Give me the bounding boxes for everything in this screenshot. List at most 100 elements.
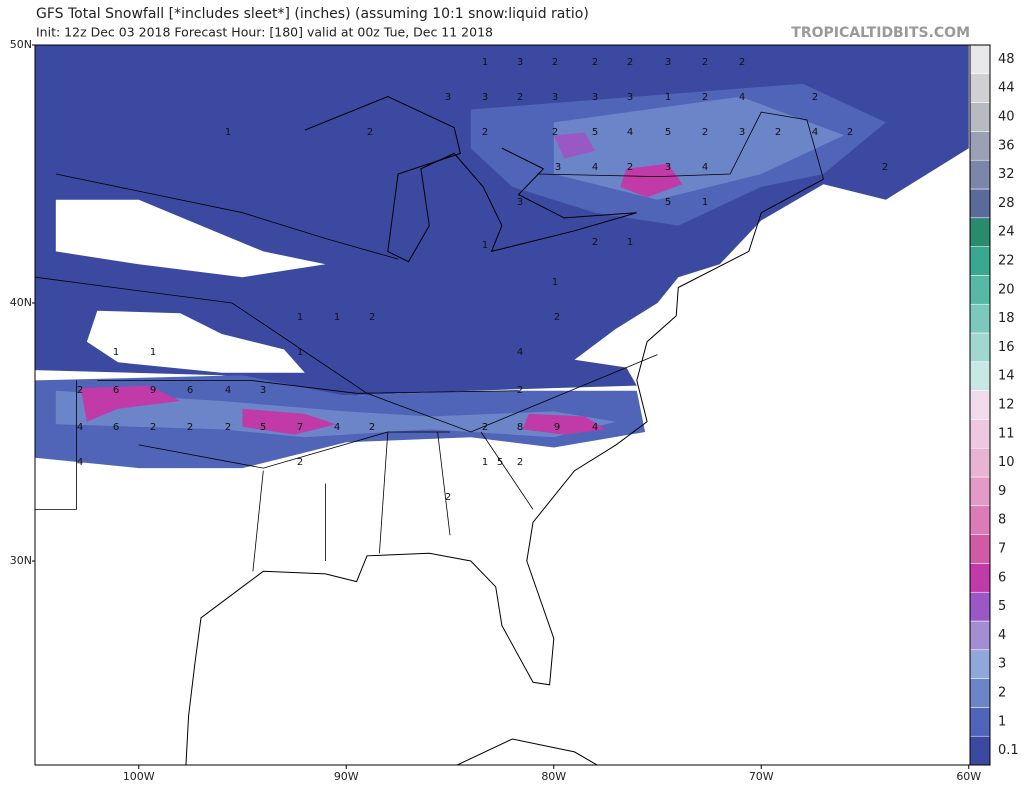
- colorbar-label: 22: [998, 254, 1015, 269]
- state-border: [480, 431, 534, 510]
- coastline: [185, 178, 824, 765]
- colorbar-swatch: [969, 447, 991, 478]
- contour-label: 2: [847, 127, 853, 138]
- colorbar: 0.11234567891011121416182022242832364044…: [969, 44, 1019, 766]
- contour-label: 1: [702, 197, 708, 208]
- contour-label: 4: [77, 422, 83, 433]
- state-border: [55, 173, 399, 260]
- colorbar-swatch: [969, 476, 991, 507]
- contour-label: 3: [552, 92, 558, 103]
- colorbar-label: 16: [998, 340, 1015, 355]
- colorbar-label: 10: [998, 455, 1015, 470]
- contour-label: 4: [77, 457, 83, 468]
- contour-label: 1: [665, 92, 671, 103]
- colorbar-label: 4: [998, 628, 1006, 643]
- contour-label: 1: [150, 347, 156, 358]
- contour-label: 6: [113, 422, 119, 433]
- contour-label: 2: [702, 57, 708, 68]
- colorbar-swatch: [969, 563, 991, 593]
- coastline: [304, 96, 637, 263]
- contour-label: 9: [150, 385, 156, 396]
- colorbar-label: 11: [998, 426, 1015, 441]
- colorbar-label: 3: [998, 657, 1006, 672]
- contour-label: 2: [592, 237, 598, 248]
- colorbar-frame: [969, 44, 991, 766]
- contour-label: 3: [739, 127, 745, 138]
- contour-label: 2: [150, 422, 156, 433]
- contour-label: 6: [113, 385, 119, 396]
- contour-label: 2: [369, 312, 375, 323]
- contour-label: 2: [482, 127, 488, 138]
- contour-label: 1: [482, 57, 488, 68]
- contour-label: 2: [369, 422, 375, 433]
- contour-label: 2: [187, 422, 193, 433]
- contour-label: 3: [482, 92, 488, 103]
- contour-label: 1: [113, 347, 119, 358]
- colorbar-swatch: [969, 217, 991, 247]
- coastline: [456, 738, 599, 765]
- colorbar-swatch: [969, 131, 991, 161]
- colorbar-swatch: [969, 649, 991, 679]
- contour-label: 4: [812, 127, 818, 138]
- state-border: [537, 111, 824, 180]
- contour-label: 3: [517, 57, 523, 68]
- contour-label: 7: [297, 422, 303, 433]
- state-border: [437, 431, 451, 536]
- contour-label: 2: [77, 385, 83, 396]
- contour-label: 3: [555, 162, 561, 173]
- contour-label: 2: [592, 57, 598, 68]
- contour-label: 1: [297, 347, 303, 358]
- contour-label: 5: [260, 422, 266, 433]
- colorbar-swatch: [969, 332, 991, 363]
- contour-label: 4: [627, 127, 633, 138]
- contour-label: 2: [297, 457, 303, 468]
- contour-label: 9: [554, 422, 560, 433]
- contour-label: 4: [739, 92, 745, 103]
- colorbar-label: 48: [998, 52, 1015, 67]
- contour-label: 2: [552, 57, 558, 68]
- map-area: 1 3 2 2 2 3 2 23 3 2 3 3 3 1 2 4 22 2 2 5 4 5 2 3 2 4 213 4 2 3 4 23 5 11…: [35, 45, 969, 765]
- contour-label: 3: [445, 92, 451, 103]
- contour-label: 2: [702, 127, 708, 138]
- contour-label: 8: [517, 422, 523, 433]
- colorbar-label: 14: [998, 369, 1015, 384]
- lon-label: 60W: [956, 770, 981, 783]
- colorbar-swatch: [969, 303, 991, 334]
- contour-label: 4: [592, 162, 598, 173]
- snow-area: [55, 390, 617, 438]
- state-border: [379, 431, 389, 554]
- contour-label: 3: [260, 385, 266, 396]
- colorbar-swatch: [969, 678, 991, 708]
- contour-label: 4: [702, 162, 708, 173]
- contour-label: 2: [225, 422, 231, 433]
- colorbar-label: 9: [998, 484, 1006, 499]
- colorbar-label: 24: [998, 225, 1015, 240]
- contour-label: 1: [225, 127, 231, 138]
- contour-label: 4: [592, 422, 598, 433]
- colorbar-label: 20: [998, 282, 1015, 297]
- colorbar-label: 44: [998, 81, 1015, 96]
- colorbar-label: 0.1: [998, 743, 1019, 758]
- contour-label: 2: [775, 127, 781, 138]
- snow-heavy: [522, 413, 606, 435]
- contour-label: 5: [497, 457, 503, 468]
- contour-label: 3: [627, 92, 633, 103]
- contour-label: 4: [517, 347, 523, 358]
- colorbar-label: 5: [998, 599, 1006, 614]
- contour-label: 1: [482, 240, 488, 251]
- colorbar-swatch: [969, 246, 991, 276]
- contour-label: 3: [517, 197, 523, 208]
- colorbar-swatch: [969, 505, 991, 535]
- contour-label: 2: [517, 92, 523, 103]
- colorbar-label: 1: [998, 714, 1006, 729]
- lon-label: 90W: [334, 770, 359, 783]
- contour-label: 2: [702, 92, 708, 103]
- contour-label: 1: [297, 312, 303, 323]
- contour-label: 1: [627, 237, 633, 248]
- colorbar-swatch: [969, 73, 991, 103]
- colorbar-swatch: [969, 419, 991, 449]
- colorbar-swatch: [969, 620, 991, 651]
- lat-label: 30N: [10, 554, 32, 567]
- state-border: [252, 470, 264, 572]
- map-subtitle: Init: 12z Dec 03 2018 Forecast Hour: [18…: [36, 25, 493, 40]
